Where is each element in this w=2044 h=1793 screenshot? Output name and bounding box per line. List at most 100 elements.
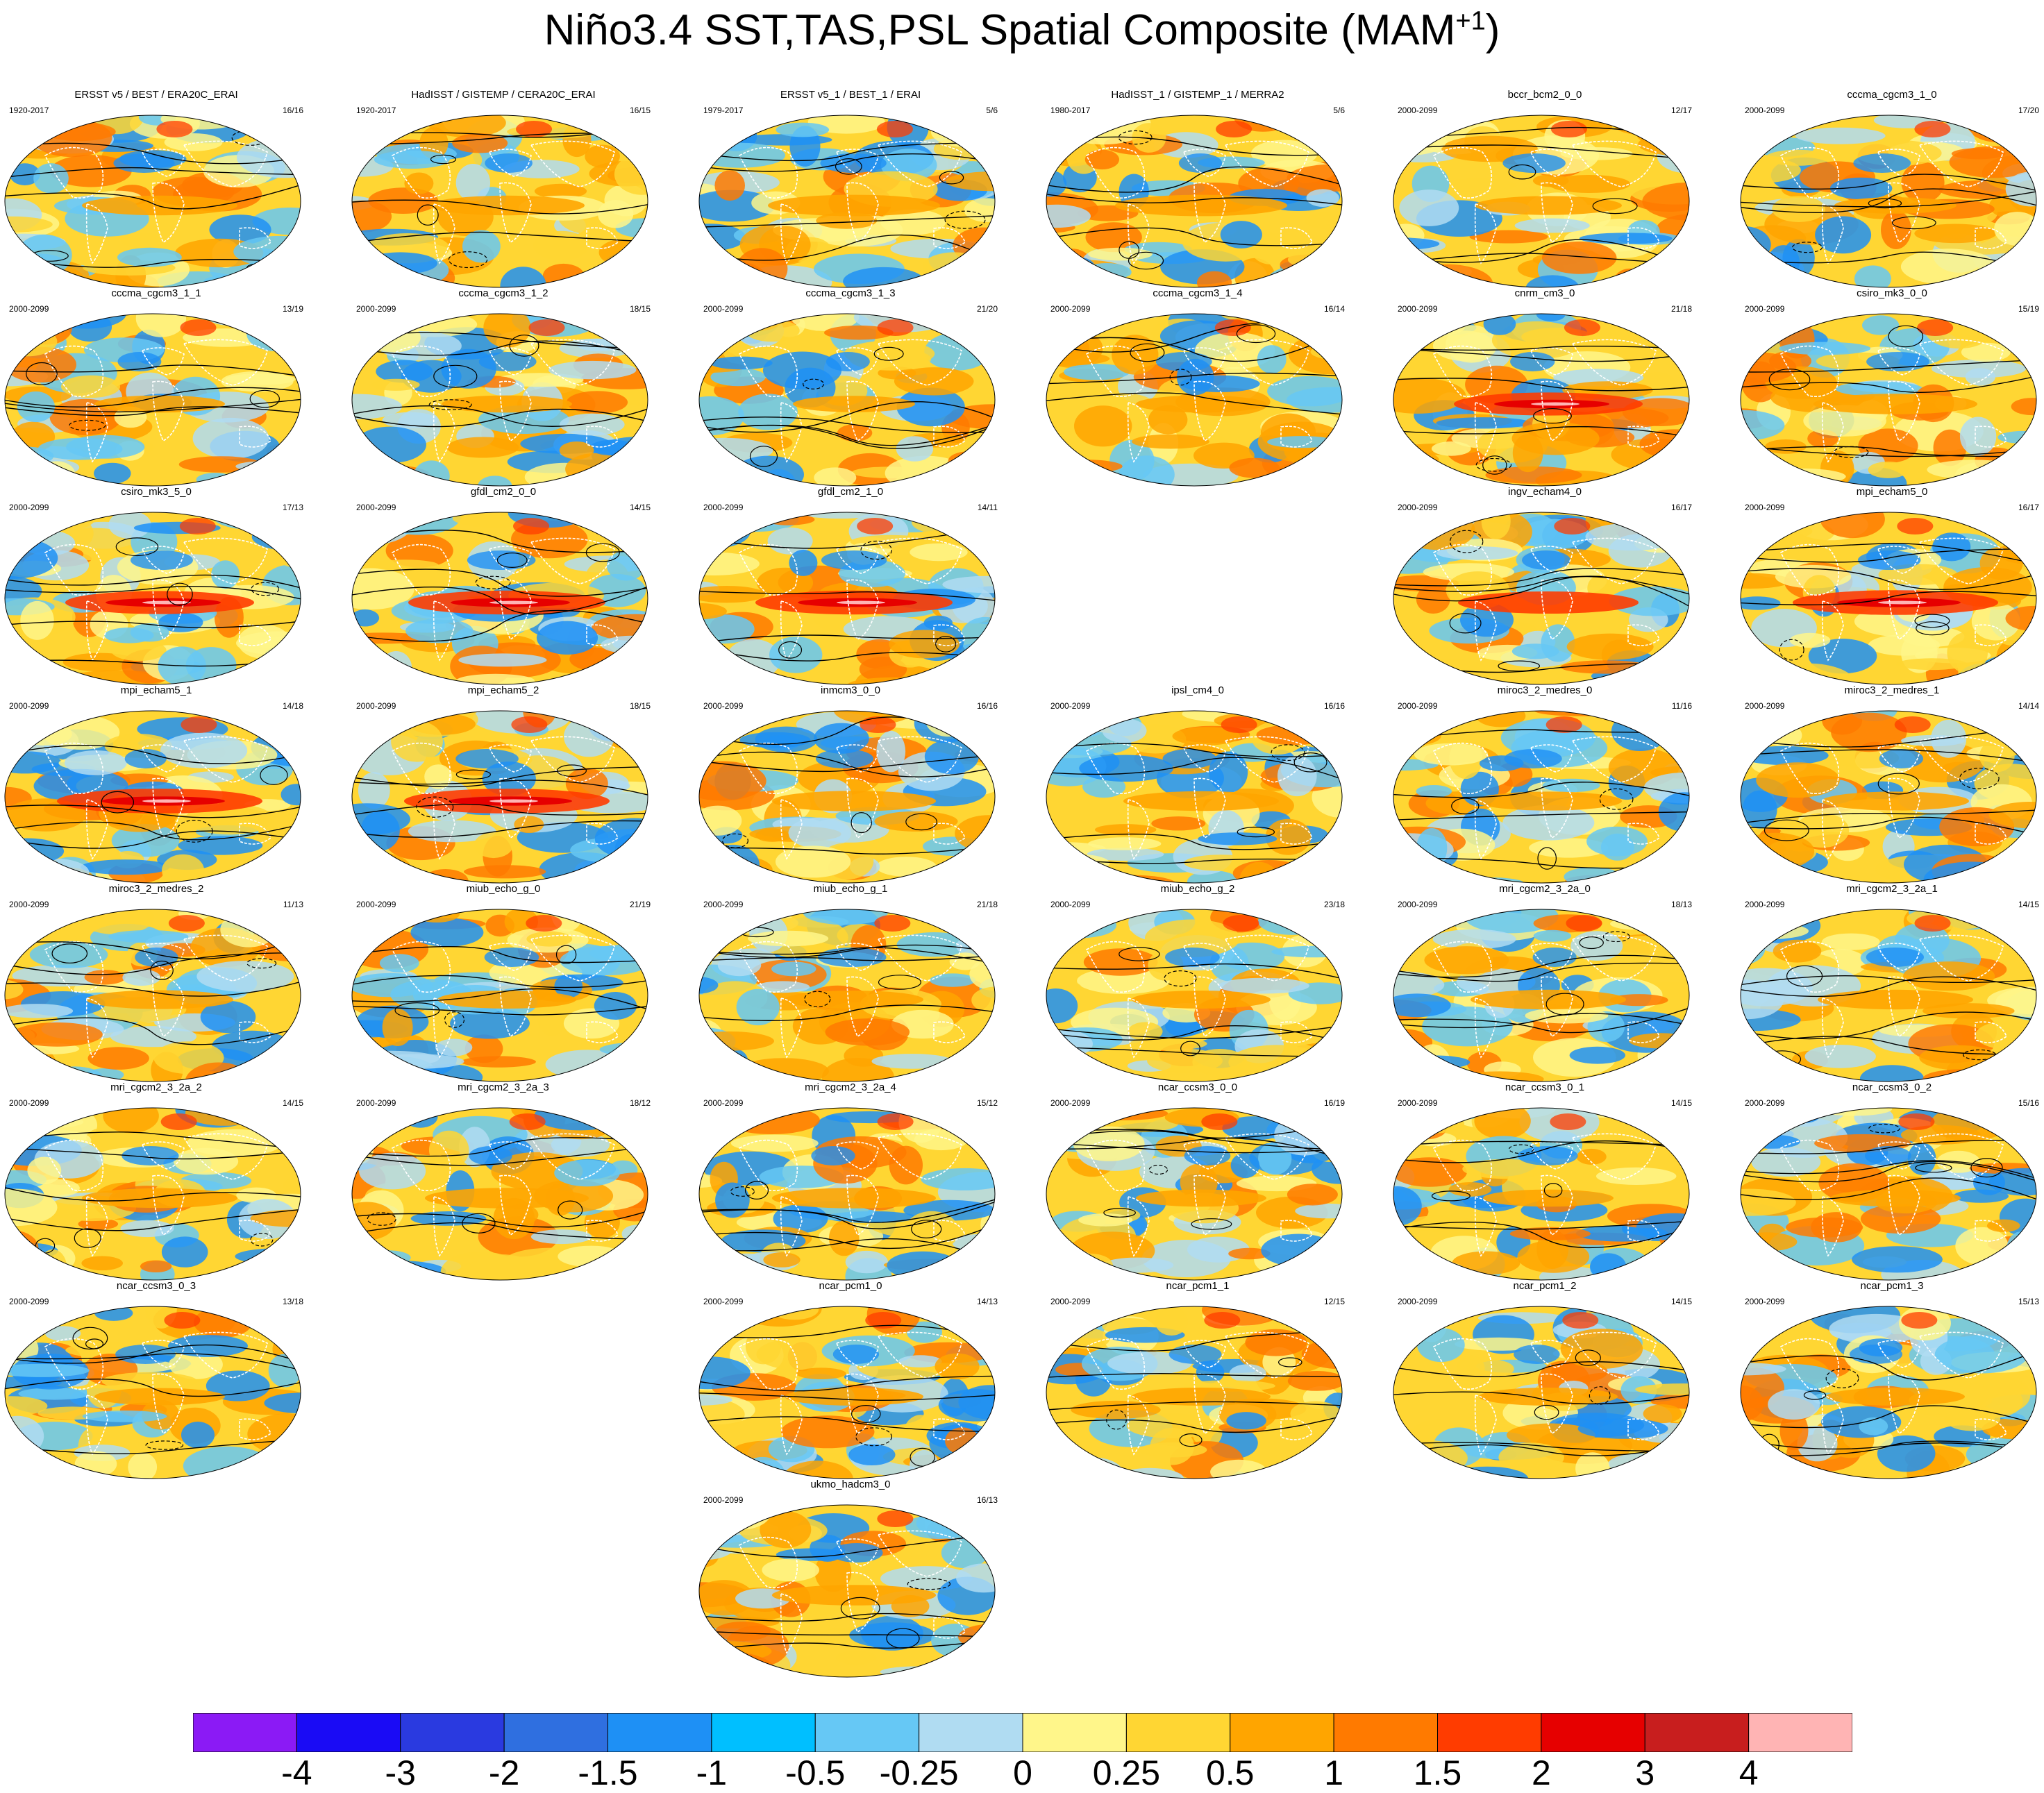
- anomaly-blob: [1129, 1037, 1207, 1050]
- psl-contour: [699, 1533, 995, 1558]
- map-panel: cccma_cgcm3_1_1 2000-2099 13/19: [3, 287, 309, 489]
- anomaly-blob: [1741, 1188, 1796, 1216]
- coastline: [1530, 744, 1573, 773]
- anomaly-blob: [714, 170, 745, 201]
- coastline: [877, 1133, 962, 1180]
- anomaly-blob: [755, 726, 818, 752]
- coastline: [1571, 339, 1657, 386]
- anomaly-blob: [467, 1254, 538, 1280]
- anomaly-blob: [554, 1159, 620, 1187]
- anomaly-blob: [717, 954, 762, 977]
- anomaly-blob: [1436, 417, 1532, 429]
- anomaly-blob: [930, 973, 976, 987]
- coastline: [530, 934, 615, 982]
- psl-contour: [5, 406, 301, 416]
- psl-contour: [1803, 1390, 1827, 1400]
- coastline: [391, 1139, 451, 1192]
- anomaly-blob: [586, 270, 617, 287]
- anomaly-blob: [1483, 314, 1516, 335]
- warm-patch: [1550, 1113, 1586, 1130]
- anomaly-blob: [1596, 325, 1658, 349]
- anomaly-blob: [699, 1580, 754, 1616]
- anomaly-blob: [744, 319, 800, 342]
- cold-patch: [1510, 352, 1555, 371]
- coastline: [499, 182, 532, 244]
- anomaly-blob: [164, 133, 223, 151]
- coastline: [1085, 345, 1146, 398]
- panel-title: ncar_ccsm3_0_1: [1505, 1081, 1585, 1093]
- coastline: [846, 1572, 879, 1633]
- cold-patch: [1184, 1146, 1231, 1165]
- cold-patch: [1514, 1345, 1560, 1364]
- coastline: [1280, 1418, 1313, 1440]
- map-border: [4, 115, 301, 288]
- psl-contour: [1046, 193, 1342, 205]
- panel-counts: 17/20: [2018, 106, 2039, 115]
- cold-patch: [1522, 550, 1571, 570]
- anomaly-blob: [1955, 1227, 2009, 1265]
- enso-warm-tongue: [1813, 394, 1977, 414]
- map-border: [1046, 909, 1343, 1082]
- anomaly-blob: [558, 1245, 625, 1268]
- coastline: [1474, 799, 1497, 860]
- panel-period: 2000-2099: [356, 701, 396, 711]
- warm-patch: [156, 121, 193, 137]
- anomaly-blob: [233, 1468, 301, 1479]
- anomaly-blob: [20, 600, 54, 640]
- psl-contour: [1779, 639, 1804, 661]
- anomaly-blob: [780, 1415, 875, 1449]
- psl-contour: [5, 1147, 301, 1160]
- robinson-map: [4, 115, 301, 288]
- psl-contour: [699, 1416, 995, 1432]
- panel-period: 2000-2099: [1745, 304, 1785, 314]
- coastline: [1541, 1175, 1573, 1236]
- coastline: [433, 203, 455, 264]
- panel-counts: 21/18: [976, 900, 998, 909]
- anomaly-blob: [101, 1372, 197, 1390]
- psl-contour: [1639, 265, 1681, 277]
- anomaly-blob: [880, 1666, 956, 1677]
- coastline: [1877, 546, 1920, 574]
- anomaly-blob: [978, 636, 995, 659]
- coastline: [1127, 402, 1150, 463]
- coastline: [1182, 943, 1226, 971]
- psl-contour: [1046, 1401, 1342, 1411]
- coastline: [1975, 823, 2007, 845]
- anomaly-blob: [274, 1449, 301, 1479]
- anomaly-blob: [699, 142, 786, 168]
- anomaly-blob: [2007, 1231, 2035, 1264]
- psl-contour: [1393, 345, 1689, 351]
- anomaly-blob: [745, 1328, 782, 1365]
- panel-period: 2000-2099: [703, 1297, 744, 1306]
- robinson-map: [698, 1504, 996, 1678]
- anomaly-blob: [29, 941, 108, 968]
- anomaly-blob: [1639, 372, 1677, 403]
- anomaly-blob: [1393, 470, 1470, 486]
- anomaly-blob: [267, 1462, 301, 1479]
- anomaly-blob: [352, 1108, 390, 1136]
- psl-contour: [150, 960, 174, 980]
- anomaly-blob: [1644, 512, 1689, 534]
- psl-contour: [352, 340, 648, 357]
- coastline: [44, 941, 104, 993]
- psl-contour: [585, 543, 620, 562]
- coastline: [152, 777, 185, 839]
- map-panel: miroc3_2_medres_1 2000-2099 14/14: [1739, 684, 2044, 886]
- robinson-map: [351, 512, 648, 685]
- psl-contour: [1741, 1140, 2036, 1154]
- anomaly-blob: [265, 864, 301, 883]
- anomaly-blob: [1250, 140, 1318, 167]
- coastline: [1224, 339, 1309, 386]
- panel-counts: 13/19: [282, 304, 303, 314]
- coastline: [738, 345, 798, 398]
- colorbar-tick-label: 2: [1531, 1753, 1551, 1792]
- map-panel: ncar_ccsm3_0_2 2000-2099 15/16: [1739, 1081, 2044, 1283]
- coastline: [152, 182, 185, 244]
- anomaly-blob: [82, 1411, 167, 1422]
- psl-contour: [1046, 833, 1342, 850]
- anomaly-blob: [814, 467, 857, 486]
- psl-contour: [1959, 768, 2000, 789]
- coastline: [780, 203, 803, 264]
- anomaly-blob: [458, 653, 547, 667]
- psl-contour: [1393, 782, 1689, 798]
